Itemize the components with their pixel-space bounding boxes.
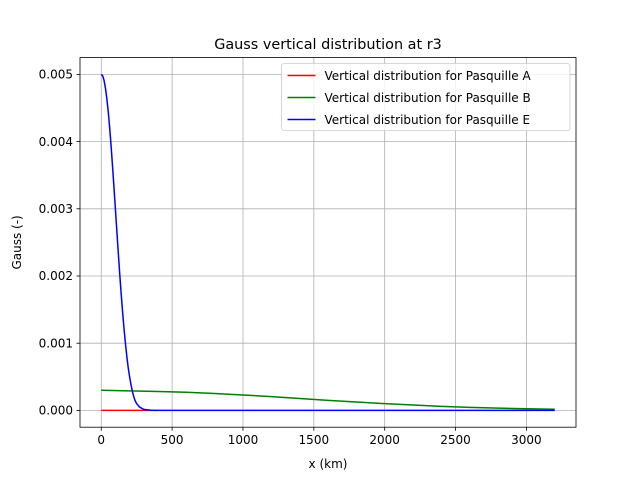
legend: Vertical distribution for Pasquille A Ver… (281, 63, 571, 131)
x-tick-label: 2500 (440, 433, 471, 447)
x-tick-label: 2000 (369, 433, 400, 447)
y-tick-label: 0.000 (39, 404, 73, 418)
series-line-2 (100, 73, 555, 412)
legend-label-2: Vertical distribution for Pasquille E (325, 113, 531, 127)
legend-label-1: Vertical distribution for Pasquille B (325, 91, 531, 105)
plot-frame (79, 57, 577, 428)
x-axis-title: x (km) (309, 457, 348, 471)
y-tick-label: 0.002 (39, 269, 73, 283)
x-tick-label: 0 (97, 433, 105, 447)
x-axis: 0 500 1000 1500 2000 2500 3000 (97, 427, 542, 447)
series-line-1 (101, 389, 555, 411)
y-tick-label: 0.005 (39, 68, 73, 82)
x-tick-label: 500 (161, 433, 184, 447)
y-axis-title: Gauss (-) (10, 215, 24, 269)
x-tick-label: 1000 (228, 433, 259, 447)
y-tick-label: 0.004 (39, 135, 73, 149)
y-tick-label: 0.001 (39, 336, 73, 350)
y-tick-label: 0.003 (39, 202, 73, 216)
chart-title: Gauss vertical distribution at r3 (214, 37, 442, 53)
x-tick-label: 1500 (299, 433, 330, 447)
legend-box (281, 63, 571, 131)
legend-label-0: Vertical distribution for Pasquille A (325, 69, 532, 83)
x-tick-label: 3000 (511, 433, 542, 447)
y-axis: 0.000 0.001 0.002 0.003 0.004 0.005 (39, 68, 80, 418)
plot-series (100, 73, 555, 412)
